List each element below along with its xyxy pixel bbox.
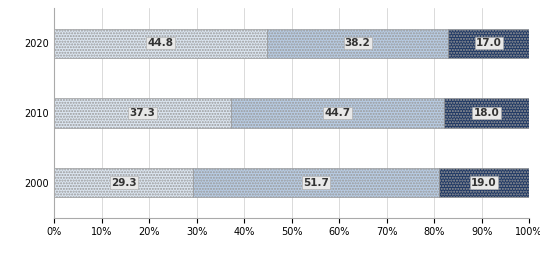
Bar [54,29,267,58]
Text: 38.2: 38.2 [345,38,370,48]
Bar [444,98,529,128]
Bar [193,168,439,198]
Bar [54,98,231,128]
Text: 44.8: 44.8 [147,38,173,48]
Text: 51.7: 51.7 [303,178,329,188]
Text: 17.0: 17.0 [476,38,502,48]
Text: 29.3: 29.3 [111,178,137,188]
Bar [439,168,529,198]
Bar [231,98,444,128]
Text: 44.7: 44.7 [325,108,350,118]
Bar [54,168,193,198]
Bar [267,29,448,58]
Text: 18.0: 18.0 [474,108,500,118]
Text: 19.0: 19.0 [471,178,497,188]
Bar [448,29,529,58]
Text: 37.3: 37.3 [130,108,156,118]
